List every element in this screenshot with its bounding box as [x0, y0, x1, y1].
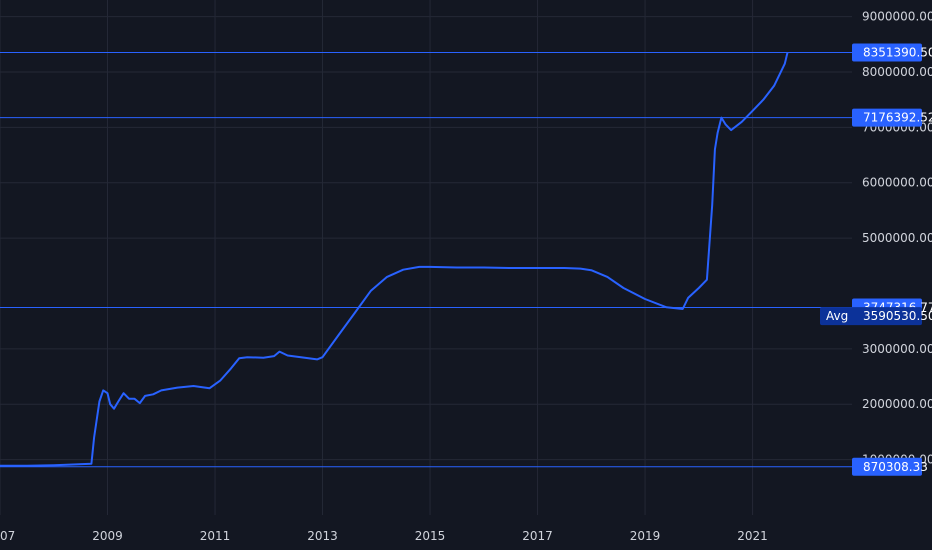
x-tick-label: 2007 [0, 529, 15, 543]
badge-value: 7176392.52 [863, 111, 932, 125]
price-badge: 870308.33 [852, 457, 928, 476]
badge-value: 870308.33 [863, 460, 928, 474]
avg-badge-bg [820, 307, 922, 326]
x-tick-label: 2019 [630, 529, 661, 543]
time-axis[interactable]: 2007 2009 2011 2013 2015 2017 2019 2021 [0, 529, 768, 543]
level-lines [0, 52, 852, 468]
badge-bg [852, 108, 922, 127]
x-tick-label: 2011 [200, 529, 231, 543]
series-line [0, 52, 789, 467]
y-tick-label: 3000000.00 [862, 342, 932, 356]
badge-bg [852, 43, 922, 62]
x-tick-label: 2017 [522, 529, 553, 543]
y-tick-label: 9000000.00 [862, 10, 932, 24]
x-tick-label: 2013 [307, 529, 338, 543]
price-axis[interactable]: 9000000.008000000.007000000.006000000.00… [862, 10, 932, 467]
grid-lines [0, 0, 852, 515]
x-tick-label: 2021 [737, 529, 768, 543]
y-tick-label: 2000000.00 [862, 397, 932, 411]
badge-value: 3590530.50 [863, 309, 932, 323]
y-tick-label: 5000000.00 [862, 231, 932, 245]
y-tick-label: 6000000.00 [862, 176, 932, 190]
price-badges: 8351390.507176392.523747316.77Avg3590530… [820, 43, 932, 476]
avg-prefix: Avg [826, 309, 848, 323]
badge-bg [852, 457, 922, 476]
price-badge: 8351390.50 [852, 43, 932, 62]
y-tick-label: 8000000.00 [862, 65, 932, 79]
badge-value: 8351390.50 [863, 46, 932, 60]
avg-badge: Avg 3590530.50 [820, 307, 932, 326]
price-badge: 7176392.52 [852, 108, 932, 127]
x-tick-label: 2015 [415, 529, 446, 543]
x-tick-label: 2009 [92, 529, 123, 543]
